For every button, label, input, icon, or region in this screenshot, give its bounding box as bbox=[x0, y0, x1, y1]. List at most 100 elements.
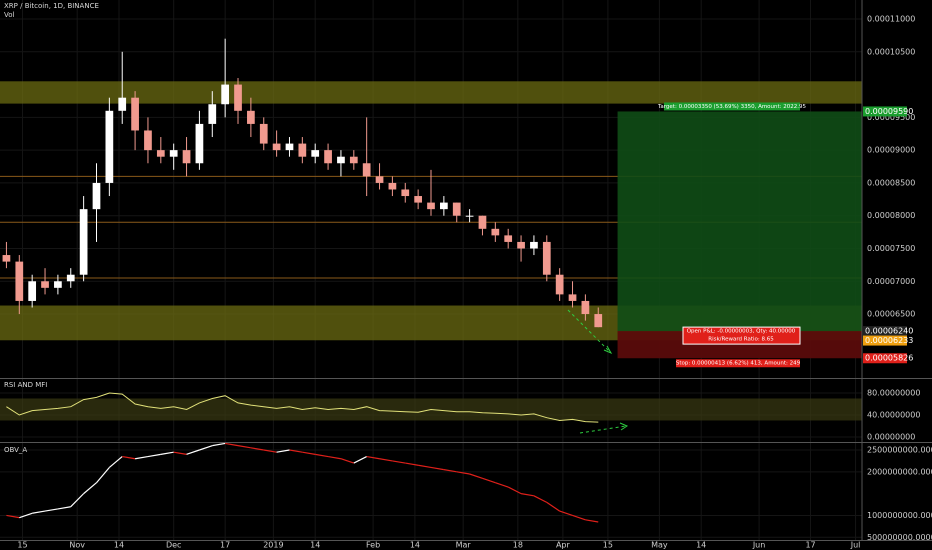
candle-body bbox=[66, 274, 75, 282]
y-tick-label: 0.00010500 bbox=[867, 47, 915, 56]
divergence-arrow bbox=[567, 309, 611, 353]
x-tick-label: 14 bbox=[410, 541, 420, 550]
candle-body bbox=[28, 281, 37, 301]
obv-segment bbox=[353, 456, 367, 464]
x-tick-label: Mar bbox=[456, 541, 472, 550]
obv-segment bbox=[405, 462, 419, 466]
obv-segment bbox=[315, 453, 329, 458]
y-tick-label: 80.00000000 bbox=[867, 388, 920, 397]
obv-segment bbox=[186, 449, 200, 455]
y-tick-label: 0.00007000 bbox=[867, 277, 915, 286]
divergence-arrow bbox=[579, 425, 627, 434]
arrow-head bbox=[603, 345, 613, 355]
candle-body bbox=[401, 189, 410, 197]
x-tick-label: Jul bbox=[850, 541, 861, 550]
y-tick-label: 0.00009000 bbox=[867, 146, 915, 155]
obv-segment bbox=[340, 458, 354, 464]
price-tag bbox=[863, 353, 907, 364]
y-tick-label: 0.00011000 bbox=[867, 15, 915, 24]
candle-body bbox=[568, 294, 577, 301]
candle-body bbox=[169, 150, 178, 157]
obv-segment bbox=[392, 460, 406, 464]
x-tick-label: Jun bbox=[752, 541, 766, 550]
candle-body bbox=[414, 196, 422, 203]
candle-body bbox=[2, 255, 11, 262]
y-tick-label: 2000000000.00000000 bbox=[867, 467, 932, 476]
rsi-title: RSI AND MFI bbox=[4, 381, 47, 389]
price-tag bbox=[863, 335, 907, 346]
candle-body bbox=[247, 110, 255, 124]
y-tick-label: 0.00007500 bbox=[867, 244, 915, 253]
x-tick-label: 17 bbox=[220, 541, 230, 550]
candle-body bbox=[427, 202, 435, 210]
candle-body bbox=[15, 261, 24, 301]
rsi-line bbox=[6, 392, 599, 423]
obv-segment bbox=[83, 482, 97, 495]
target-box bbox=[664, 102, 800, 111]
x-tick-label: May bbox=[651, 541, 668, 550]
entry-label: Open P&L: -0.00000003, Qty: 40.00000 bbox=[687, 329, 796, 335]
arrow-head bbox=[619, 422, 629, 431]
stop-label: Stop: 0.00000413 (6.62%) 413, Amount: 24… bbox=[676, 361, 801, 367]
price-tag-label: 0.00005826 bbox=[865, 354, 913, 363]
candle-body bbox=[491, 228, 500, 236]
obv-segment bbox=[32, 510, 46, 514]
obv-segment bbox=[225, 442, 239, 447]
y-tick-label: 2500000000.00000000 bbox=[867, 446, 932, 455]
y-tick-label: 40.00000000 bbox=[867, 410, 920, 419]
candle-body bbox=[144, 130, 152, 151]
candle-body bbox=[555, 274, 564, 295]
main-title: XRP / Bitcoin, 1D, BINANCE bbox=[4, 2, 99, 10]
obv-segment bbox=[302, 451, 316, 455]
obv-title: OBV_A bbox=[4, 446, 27, 454]
candle-body bbox=[118, 97, 127, 111]
candle-body bbox=[375, 176, 384, 183]
obv-segment bbox=[237, 445, 251, 449]
candle-body bbox=[54, 281, 62, 288]
candle-body bbox=[542, 241, 551, 275]
price-tag bbox=[863, 326, 907, 337]
target-label: Target: 0.00003350 (53.69%) 3350, Amount… bbox=[657, 104, 807, 110]
candle-body bbox=[594, 314, 603, 328]
y-tick-label: 0.00006500 bbox=[867, 310, 915, 319]
ratio-label: Risk/Reward Ratio: 8.65 bbox=[708, 337, 774, 343]
obv-segment bbox=[173, 451, 187, 455]
x-tick-label: 15 bbox=[17, 541, 27, 550]
candle-body bbox=[465, 215, 474, 217]
obv-segment bbox=[263, 449, 277, 453]
obv-segment bbox=[19, 512, 33, 519]
x-tick-label: 14 bbox=[310, 541, 320, 550]
candle-body bbox=[92, 182, 101, 210]
candle-body bbox=[517, 241, 525, 249]
obv-segment bbox=[533, 495, 548, 503]
target-zone bbox=[617, 111, 862, 332]
candle-body bbox=[285, 143, 294, 151]
candle-body bbox=[234, 84, 242, 111]
obv-segment bbox=[546, 501, 560, 512]
obv-segment bbox=[6, 514, 20, 519]
obv-segment bbox=[122, 455, 136, 460]
x-tick-label: Nov bbox=[69, 541, 85, 550]
obv-segment bbox=[379, 458, 393, 462]
candle-body bbox=[208, 104, 217, 124]
obv-segment bbox=[250, 447, 264, 451]
obv-segment bbox=[469, 473, 483, 479]
obv-segment bbox=[289, 449, 303, 453]
x-tick-label: 2019 bbox=[263, 541, 283, 550]
candle-body bbox=[272, 143, 281, 151]
candle-body bbox=[362, 163, 371, 177]
y-tick-label: 0.00008500 bbox=[867, 178, 915, 187]
price-tag-label: 0.00006233 bbox=[865, 336, 913, 345]
obv-segment bbox=[520, 493, 535, 497]
candle-body bbox=[337, 156, 345, 164]
candle-body bbox=[349, 156, 358, 164]
candle-body bbox=[440, 202, 448, 210]
obv-segment bbox=[559, 510, 573, 517]
x-tick-label: 17 bbox=[805, 541, 815, 550]
obv-segment bbox=[134, 455, 149, 460]
obv-segment bbox=[366, 455, 380, 460]
x-tick-label: Apr bbox=[556, 541, 571, 550]
price-tag-label: 0.00009590 bbox=[865, 107, 913, 116]
obv-segment bbox=[96, 467, 110, 484]
